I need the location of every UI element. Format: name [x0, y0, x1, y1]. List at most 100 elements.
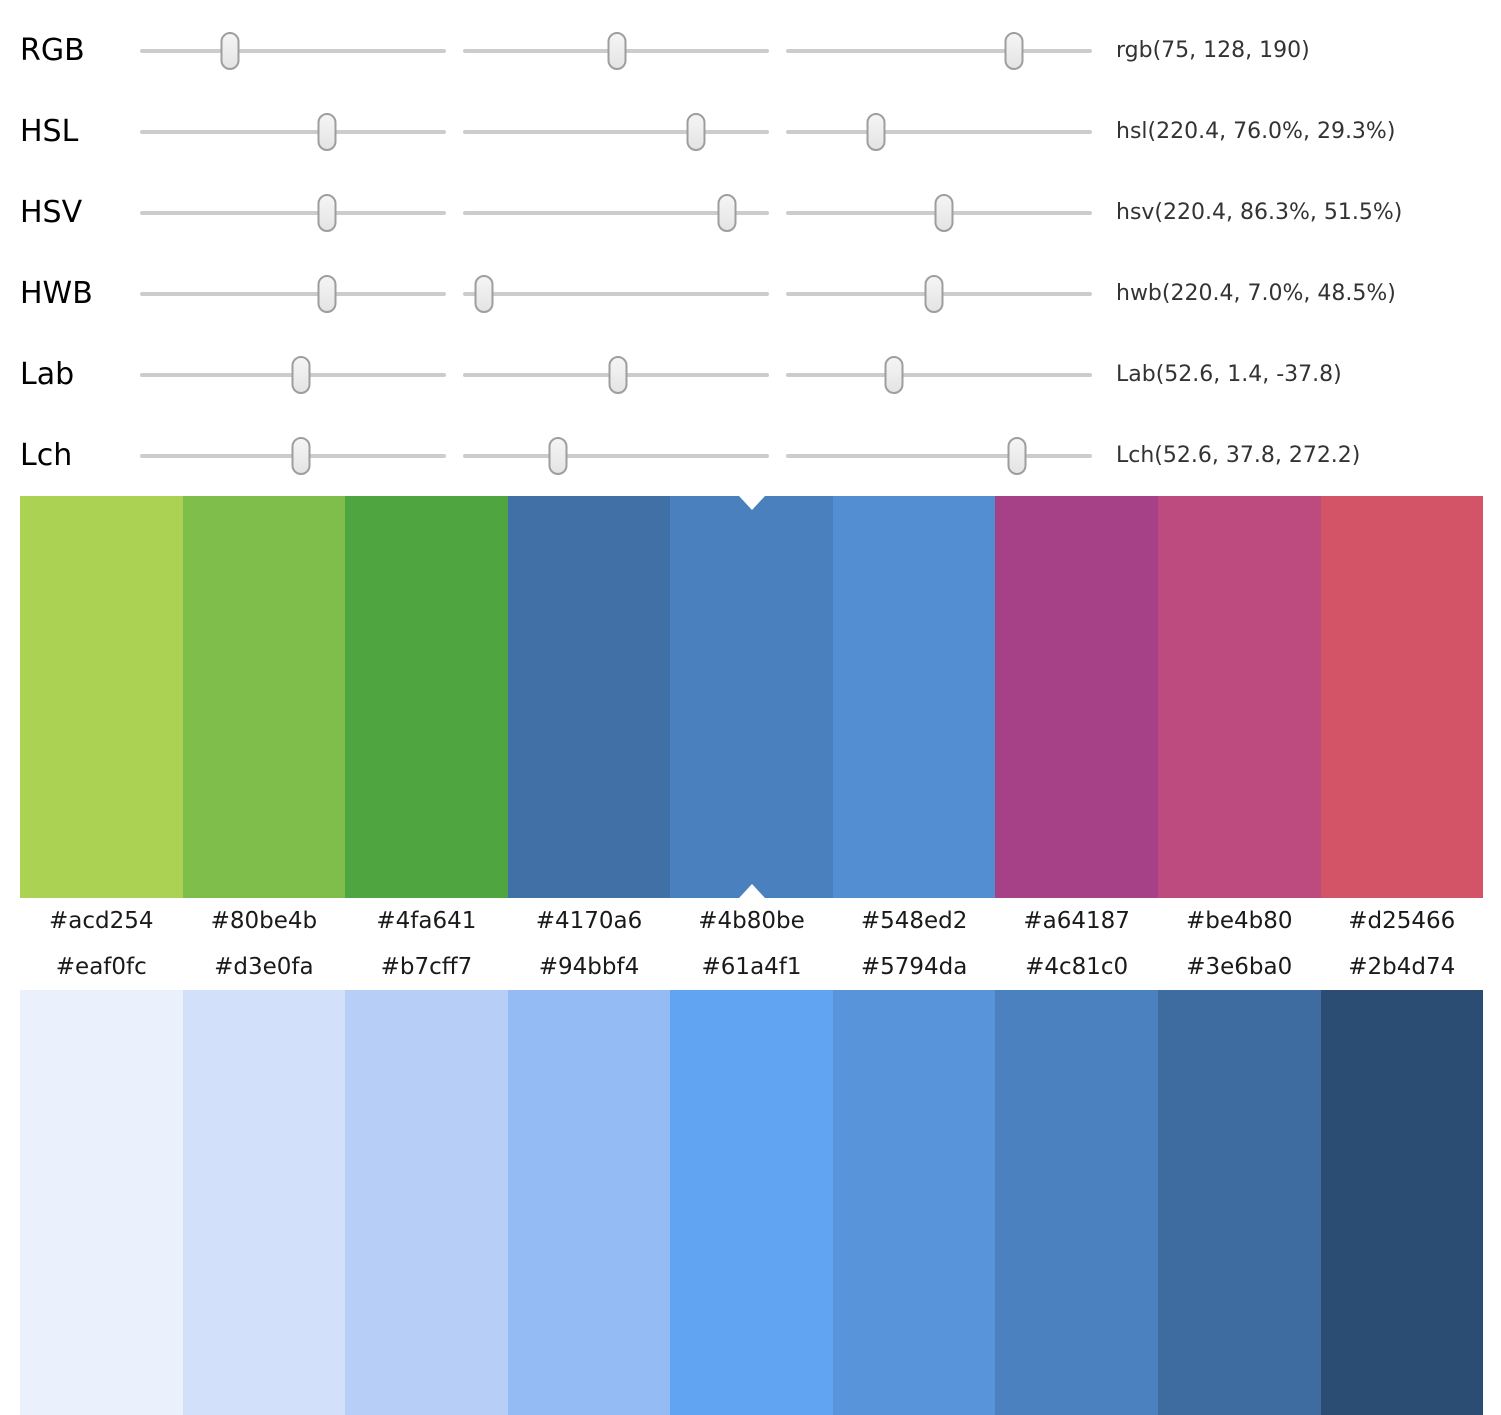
hex-label: #eaf0fc: [55, 954, 147, 980]
slider-track[interactable]: [786, 272, 1092, 316]
slider-track[interactable]: [463, 272, 769, 316]
color-value-text: hsl(220.4, 76.0%, 29.3%): [1116, 119, 1396, 144]
palette-hex-labels: #acd254 #80be4b #4fa641 #4170a6 #4b80be #548e…: [20, 898, 1483, 944]
slider-tracks: [140, 191, 1092, 235]
hex-label: #548ed2: [860, 908, 968, 934]
slider-track[interactable]: [463, 29, 769, 73]
slider-tracks: [140, 29, 1092, 73]
color-swatch[interactable]: [995, 990, 1158, 1415]
slider-thumb[interactable]: [866, 112, 886, 151]
color-swatch[interactable]: [832, 990, 996, 1415]
hex-label: #80be4b: [210, 908, 318, 934]
slider-thumb[interactable]: [607, 31, 627, 70]
hex-label: #94bbf4: [538, 954, 640, 980]
hex-label: #acd254: [49, 908, 154, 934]
slider-track[interactable]: [786, 434, 1092, 478]
color-swatch[interactable]: [345, 496, 508, 898]
color-swatch[interactable]: [1320, 990, 1484, 1415]
hex-label: #4b80be: [698, 908, 805, 934]
color-value-text: rgb(75, 128, 190): [1116, 38, 1310, 63]
scale-hex-labels: #eaf0fc #d3e0fa #b7cff7 #94bbf4 #61a4f1 #5794…: [20, 944, 1483, 990]
color-swatch[interactable]: [345, 990, 508, 1415]
slider-row: HWB hwb(220.4, 7.0%, 48.5%): [0, 253, 1501, 334]
slider-track[interactable]: [463, 434, 769, 478]
slider-thumb[interactable]: [1007, 436, 1027, 475]
hex-label: #4fa641: [376, 908, 477, 934]
color-swatch[interactable]: [670, 990, 833, 1415]
slider-thumb[interactable]: [884, 355, 904, 394]
color-swatch[interactable]: [1320, 496, 1484, 898]
slider-row: HSL hsl(220.4, 76.0%, 29.3%): [0, 91, 1501, 172]
hex-label: #5794da: [860, 954, 968, 980]
slider-track[interactable]: [140, 353, 446, 397]
hex-label: #d25466: [1348, 908, 1456, 934]
slider-tracks: [140, 353, 1092, 397]
slider-track[interactable]: [786, 29, 1092, 73]
color-swatch[interactable]: [995, 496, 1158, 898]
slider-thumb[interactable]: [686, 112, 706, 151]
slider-thumb[interactable]: [717, 193, 737, 232]
slider-track[interactable]: [463, 353, 769, 397]
hex-label: #2b4d74: [1348, 954, 1456, 980]
hex-label: #a64187: [1023, 908, 1130, 934]
slider-thumb[interactable]: [934, 193, 954, 232]
slider-track[interactable]: [786, 110, 1092, 154]
colorspace-label: HSV: [20, 195, 83, 230]
hex-label: #3e6ba0: [1186, 954, 1293, 980]
color-swatch[interactable]: [20, 496, 183, 898]
hex-label: #d3e0fa: [214, 954, 314, 980]
hex-label: #b7cff7: [380, 954, 473, 980]
slider-thumb[interactable]: [608, 355, 628, 394]
slider-track[interactable]: [140, 110, 446, 154]
slider-thumb[interactable]: [317, 193, 337, 232]
slider-tracks: [140, 272, 1092, 316]
slider-tracks: [140, 434, 1092, 478]
hex-label: #be4b80: [1185, 908, 1293, 934]
slider-thumb[interactable]: [317, 274, 337, 313]
colorspace-label: RGB: [20, 33, 85, 68]
slider-thumb[interactable]: [548, 436, 568, 475]
colorspace-label: Lch: [20, 438, 73, 473]
lightness-scale-strip: [20, 990, 1484, 1415]
hex-label: #4170a6: [535, 908, 643, 934]
slider-thumb[interactable]: [291, 436, 311, 475]
colorspace-label: HSL: [20, 114, 79, 149]
color-swatch[interactable]: [832, 496, 996, 898]
selected-marker-bottom-icon: [738, 884, 765, 898]
slider-row: RGB rgb(75, 128, 190): [0, 10, 1501, 91]
slider-thumb[interactable]: [1004, 31, 1024, 70]
slider-panel: RGB rgb(75, 128, 190) HSL hsl(220.4, 76.…: [0, 0, 1501, 496]
slider-thumb[interactable]: [924, 274, 944, 313]
slider-thumb[interactable]: [317, 112, 337, 151]
color-swatch[interactable]: [1157, 496, 1321, 898]
hex-label: #4c81c0: [1025, 954, 1129, 980]
slider-row: Lab Lab(52.6, 1.4, -37.8): [0, 334, 1501, 415]
slider-track[interactable]: [786, 353, 1092, 397]
slider-thumb[interactable]: [291, 355, 311, 394]
slider-track[interactable]: [786, 191, 1092, 235]
slider-tracks: [140, 110, 1092, 154]
slider-track[interactable]: [140, 191, 446, 235]
slider-track[interactable]: [140, 272, 446, 316]
slider-thumb[interactable]: [474, 274, 494, 313]
selected-marker-top-icon: [738, 496, 765, 510]
color-swatch[interactable]: [670, 496, 833, 898]
slider-track[interactable]: [140, 29, 446, 73]
slider-row: HSV hsv(220.4, 86.3%, 51.5%): [0, 172, 1501, 253]
hue-palette-strip: [20, 496, 1484, 898]
slider-track[interactable]: [463, 191, 769, 235]
color-value-text: Lch(52.6, 37.8, 272.2): [1116, 443, 1361, 468]
slider-track[interactable]: [463, 110, 769, 154]
slider-track[interactable]: [140, 434, 446, 478]
color-swatch[interactable]: [507, 990, 671, 1415]
color-swatch[interactable]: [1157, 990, 1321, 1415]
color-value-text: hwb(220.4, 7.0%, 48.5%): [1116, 281, 1396, 306]
color-swatch[interactable]: [182, 990, 346, 1415]
color-swatch[interactable]: [507, 496, 671, 898]
color-value-text: hsv(220.4, 86.3%, 51.5%): [1116, 200, 1403, 225]
color-value-text: Lab(52.6, 1.4, -37.8): [1116, 362, 1342, 387]
color-swatch[interactable]: [20, 990, 183, 1415]
slider-thumb[interactable]: [220, 31, 240, 70]
color-swatch[interactable]: [182, 496, 346, 898]
